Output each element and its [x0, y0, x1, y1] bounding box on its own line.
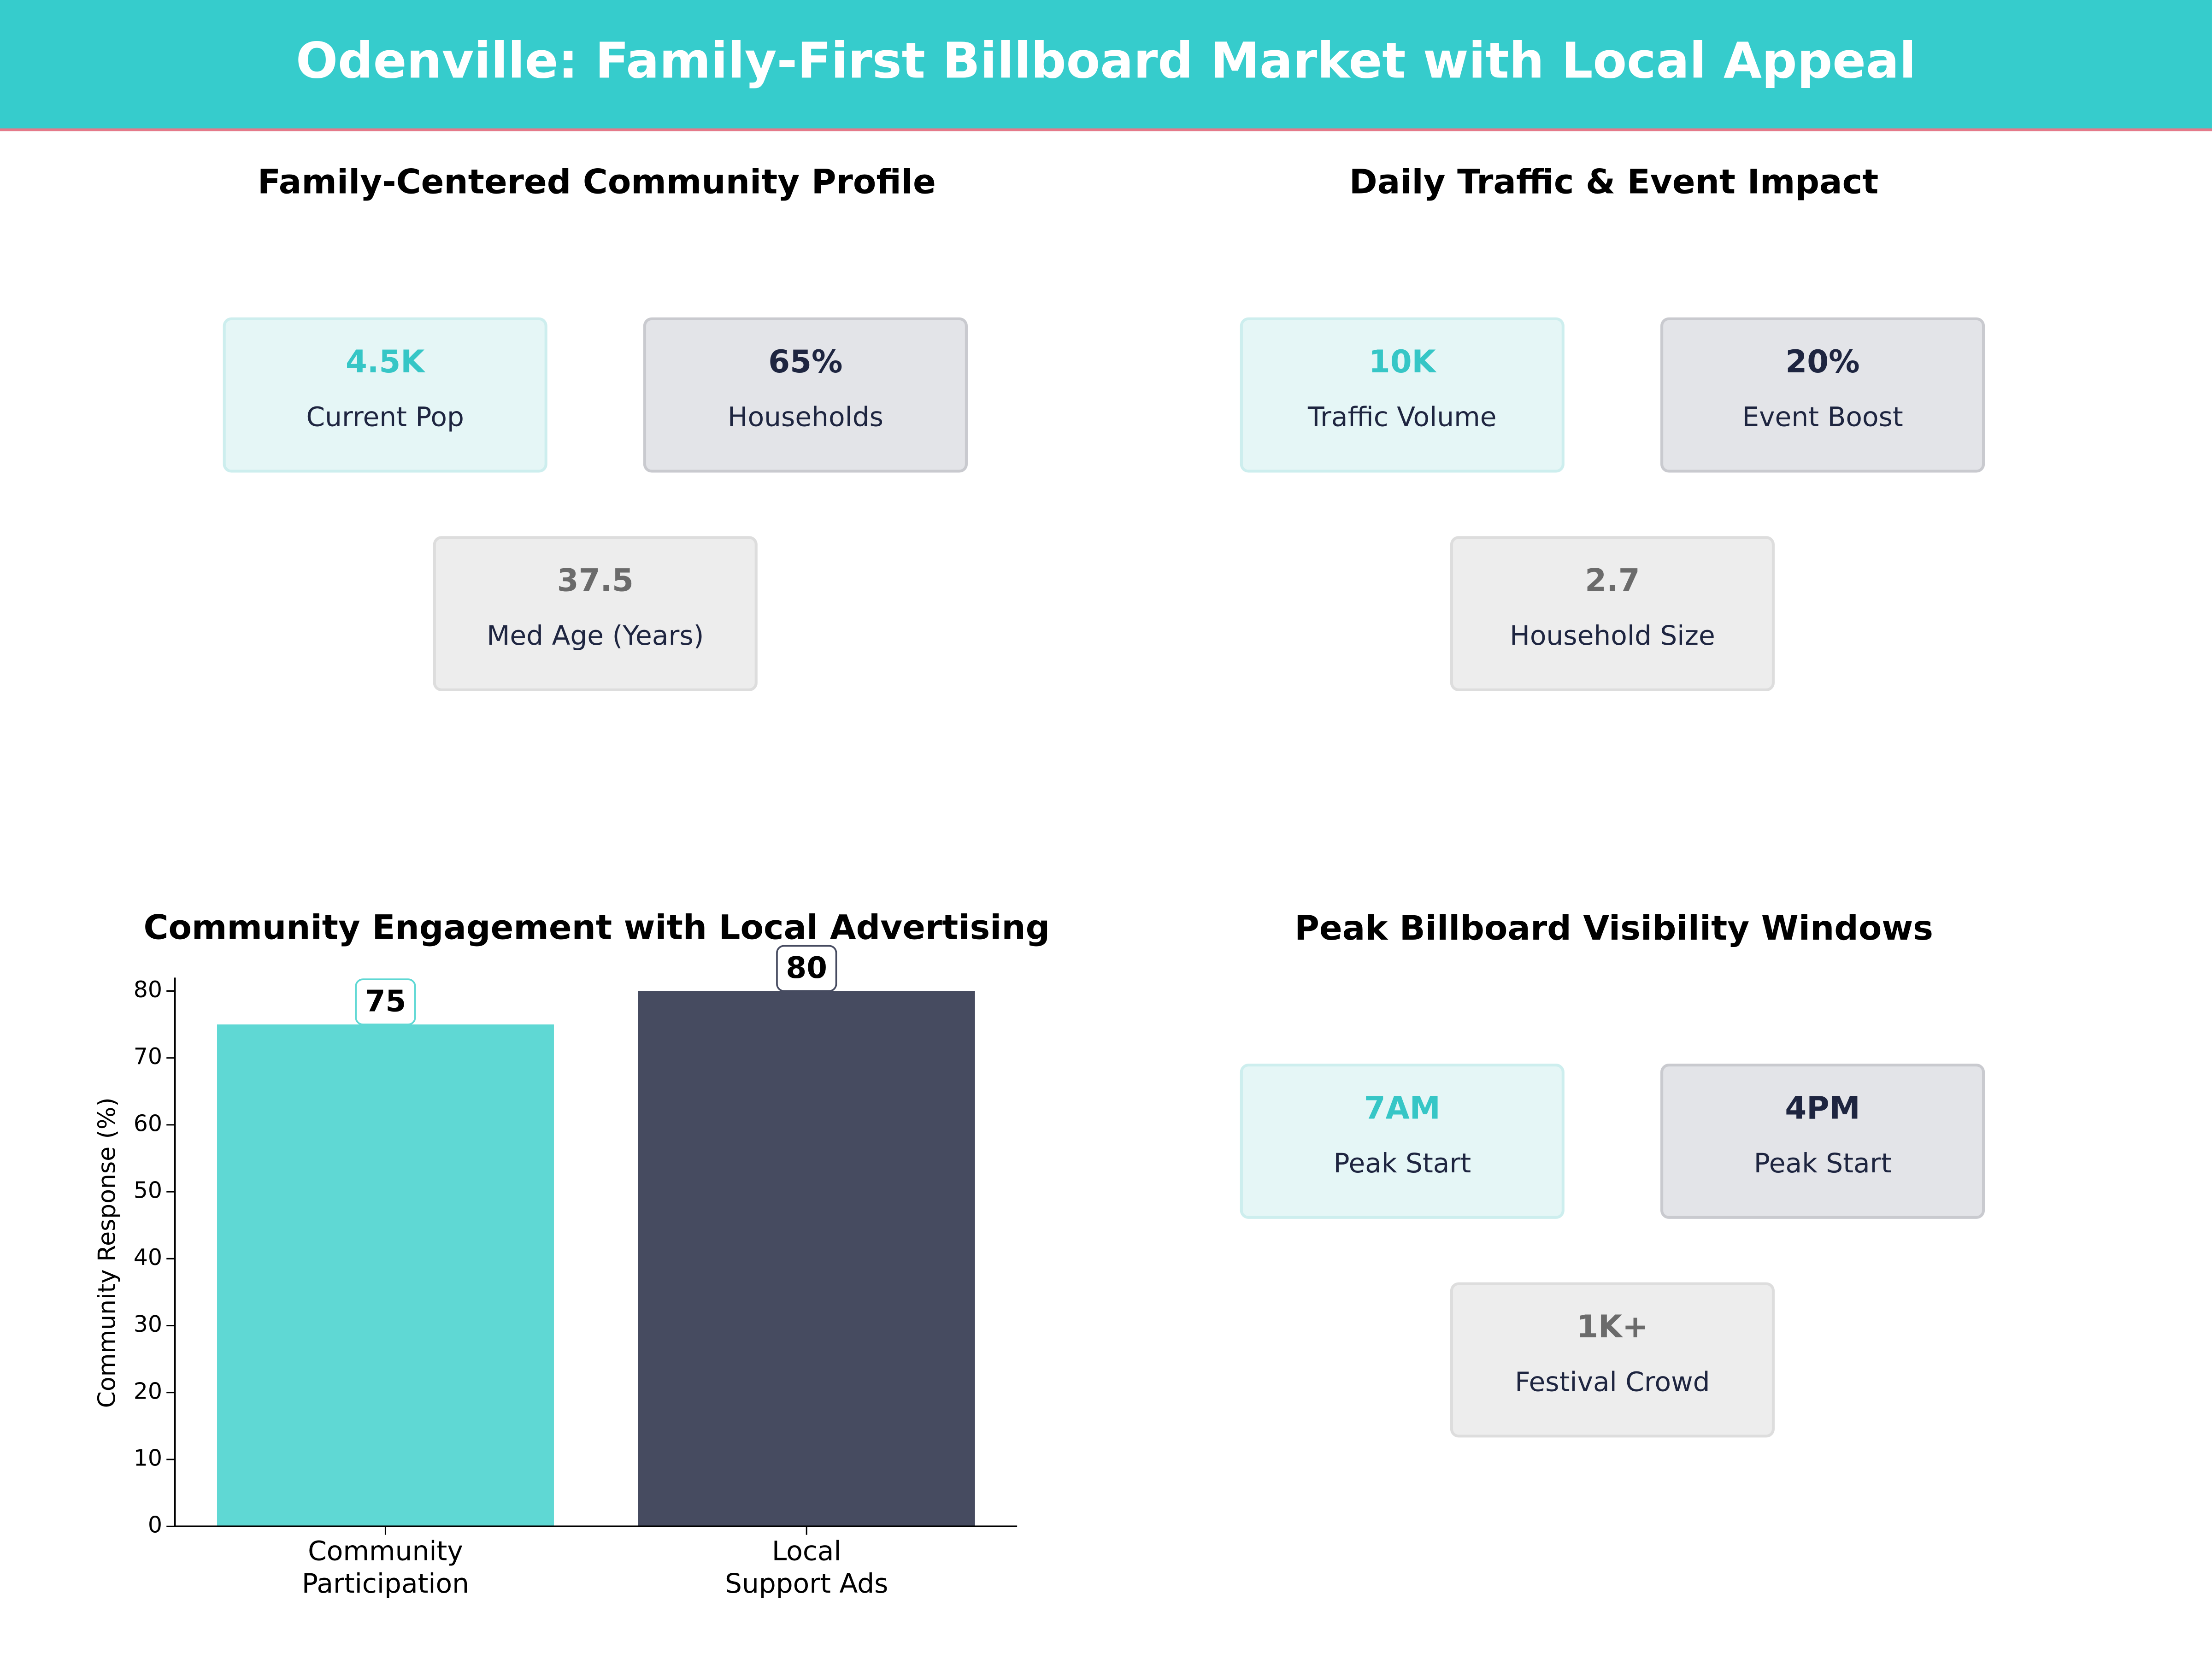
kpi-value: 4PM — [1785, 1092, 1860, 1127]
kpi-value: 37.5 — [557, 564, 634, 600]
y-tick-label: 20 — [134, 1378, 162, 1404]
kpi-value: 7AM — [1364, 1092, 1441, 1127]
y-tick-label: 0 — [148, 1512, 162, 1538]
kpi-value: 1K+ — [1577, 1310, 1648, 1346]
y-tick-label: 60 — [134, 1110, 162, 1136]
kpi-card: 20% Event Boost — [1660, 317, 1985, 473]
kpi-value: 10K — [1368, 345, 1436, 381]
kpi-label: Med Age (Years) — [487, 620, 704, 652]
x-tick-label: Local Support Ads — [725, 1536, 888, 1600]
panel-title: Family-Centered Community Profile — [257, 162, 936, 202]
kpi-value: 4.5K — [345, 345, 425, 381]
kpi-label: Event Boost — [1742, 402, 1903, 433]
y-tick-label: 50 — [134, 1177, 162, 1204]
value-label: 75 — [365, 984, 406, 1019]
panel-title: Daily Traffic & Event Impact — [1349, 162, 1879, 202]
bar — [638, 991, 975, 1527]
page-title: Odenville: Family-First Billboard Market… — [295, 34, 1916, 90]
y-tick-label: 40 — [134, 1244, 162, 1271]
kpi-card: 7AM Peak Start — [1240, 1064, 1565, 1219]
kpi-label: Current Pop — [306, 402, 464, 433]
chart-title: Community Engagement with Local Advertis… — [144, 908, 1050, 947]
kpi-card: 37.5 Med Age (Years) — [433, 536, 758, 691]
kpi-card: 1K+ Festival Crowd — [1450, 1282, 1775, 1438]
kpi-label: Household Size — [1510, 620, 1715, 652]
y-axis-label: Community Response (%) — [94, 1097, 121, 1408]
kpi-card: 2.7 Household Size — [1450, 536, 1775, 691]
kpi-card: 4PM Peak Start — [1660, 1064, 1985, 1219]
value-label-box — [355, 978, 416, 1025]
kpi-card: 65% Households — [643, 317, 968, 473]
kpi-value: 65% — [768, 345, 843, 381]
kpi-card: 4.5K Current Pop — [223, 317, 547, 473]
kpi-label: Traffic Volume — [1308, 402, 1497, 433]
value-label-box — [776, 945, 837, 992]
y-tick-label: 70 — [134, 1043, 162, 1070]
y-tick-label: 30 — [134, 1311, 162, 1337]
y-tick-label: 80 — [134, 977, 162, 1003]
x-tick-label: Community Participation — [301, 1536, 470, 1600]
kpi-card: 10K Traffic Volume — [1240, 317, 1565, 473]
kpi-label: Festival Crowd — [1515, 1367, 1710, 1398]
kpi-value: 20% — [1785, 345, 1860, 381]
panel-title: Peak Billboard Visibility Windows — [1294, 908, 1933, 948]
kpi-label: Peak Start — [1753, 1148, 1892, 1180]
value-label: 80 — [786, 951, 827, 985]
y-tick-label: 10 — [134, 1445, 162, 1471]
bar — [217, 1024, 554, 1527]
kpi-value: 2.7 — [1585, 564, 1640, 600]
kpi-label: Peak Start — [1333, 1148, 1471, 1180]
header: Odenville: Family-First Billboard Market… — [0, 0, 2212, 131]
kpi-label: Households — [727, 402, 883, 433]
